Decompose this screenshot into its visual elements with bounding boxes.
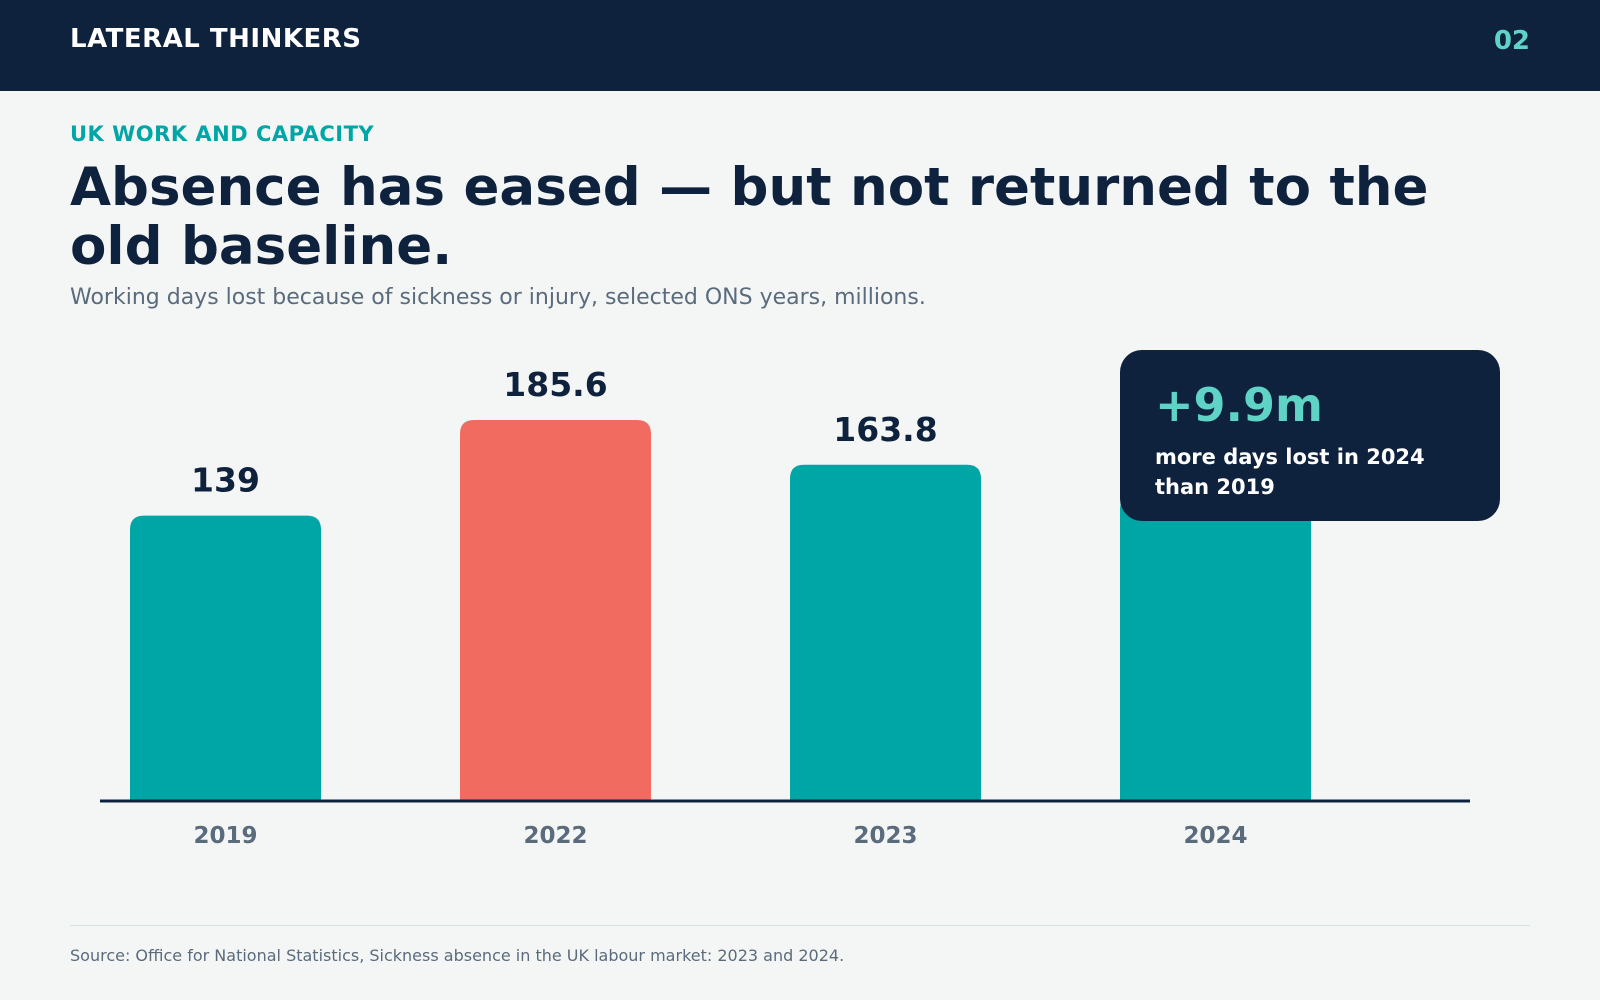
source-note: Source: Office for National Statistics, … [70, 946, 845, 965]
page-title: Absence has eased — but not returned to … [70, 157, 1429, 277]
footer-divider [70, 925, 1530, 926]
data-label-2019: 139 [191, 461, 260, 500]
page-number: 02 [1493, 26, 1530, 56]
data-label-2023: 163.8 [833, 410, 937, 449]
x-tick-label-2022: 2022 [523, 823, 587, 849]
top-bar: LATERAL THINKERS 02 [0, 0, 1600, 91]
brand-name: LATERAL THINKERS [70, 24, 362, 54]
callout-value: +9.9m [1155, 378, 1323, 432]
section-eyebrow: UK WORK AND CAPACITY [70, 122, 375, 146]
bar-chart: 139 2019 185.6 2022 163.8 2023 2024 [100, 365, 1470, 849]
x-tick-label-2024: 2024 [1183, 823, 1247, 849]
bar-2019 [130, 515, 321, 801]
chart-subtitle: Working days lost because of sickness or… [70, 285, 926, 310]
bar-2022 [460, 420, 651, 801]
bar-2023 [790, 464, 981, 801]
x-tick-label-2023: 2023 [853, 823, 917, 849]
data-label-2022: 185.6 [503, 365, 607, 404]
bar-2024 [1120, 495, 1311, 801]
callout-card: +9.9m more days lost in 2024 than 2019 [1120, 350, 1500, 521]
x-tick-label-2019: 2019 [193, 823, 257, 849]
callout-text: more days lost in 2024 than 2019 [1155, 445, 1425, 499]
